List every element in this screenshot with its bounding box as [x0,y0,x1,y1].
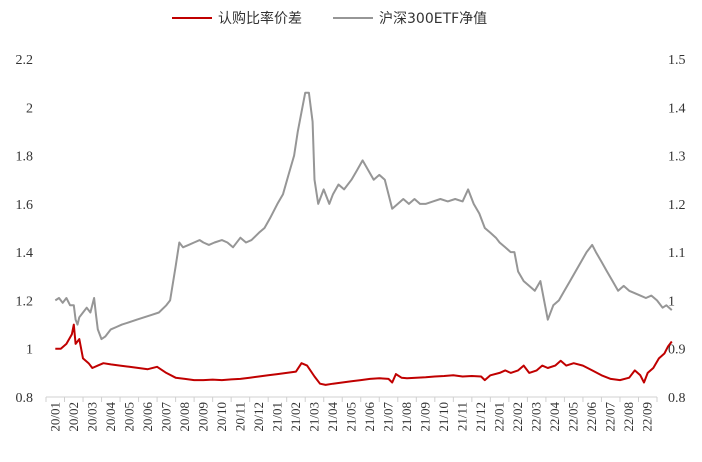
x-tick-label: 20/06 [140,402,155,432]
x-tick-label: 21/09 [418,402,433,432]
y-right-tick-label: 0.9 [668,343,686,358]
right-y-axis: 0.8 0.9 1 1.1 1.2 1.3 1.4 1.5 [668,53,686,406]
x-tick-label: 22/04 [547,402,562,432]
x-tick-label: 20/05 [121,402,136,432]
x-tick-label: 21/05 [344,402,359,432]
x-tick-label: 22/07 [603,402,618,432]
x-tick-label: 21/01 [269,402,284,432]
x-tick-label: 21/07 [381,402,396,432]
x-tick-label: 20/09 [195,402,210,432]
x-tick-label: 22/06 [584,402,599,432]
x-tick-label: 20/07 [158,402,173,432]
y-left-tick-label: 1 [26,343,33,358]
y-right-tick-label: 1.3 [668,150,686,165]
y-right-tick-label: 1.5 [668,53,686,68]
y-right-tick-label: 1 [668,294,675,309]
x-tick-label: 20/11 [232,402,247,431]
y-left-tick-label: 2.2 [16,53,34,68]
legend: 认购比率价差 沪深300ETF净值 [172,10,487,27]
series-line-spread [55,323,673,386]
x-tick-label: 20/04 [103,402,118,432]
x-tick-label: 21/11 [455,402,470,431]
x-tick-label: 20/12 [251,402,266,432]
x-tick-label: 22/05 [566,402,581,432]
x-tick-label: 22/09 [640,402,655,432]
x-tick-label: 22/02 [510,402,525,432]
x-tick-label: 21/08 [399,402,414,432]
y-right-tick-label: 1.4 [668,101,686,116]
x-tick-label: 21/06 [362,402,377,432]
legend-label-etf: 沪深300ETF净值 [379,11,487,27]
y-left-tick-label: 1.6 [16,198,34,213]
x-tick-label: 21/10 [436,402,451,432]
x-tick-label: 21/03 [306,402,321,432]
legend-label-spread: 认购比率价差 [218,10,302,27]
x-tick-label: 22/03 [529,402,544,432]
x-tick-label: 21/04 [325,402,340,432]
y-right-tick-label: 1.2 [668,198,686,213]
series-line-etf [54,91,673,341]
x-tick-label: 21/12 [473,402,488,432]
y-left-tick-label: 2 [26,101,33,116]
x-tick-label: 20/08 [177,402,192,432]
x-tick-label: 20/03 [84,402,99,432]
y-left-tick-label: 1.8 [16,150,34,165]
x-tick-label: 21/02 [288,402,303,432]
x-tick-label: 22/01 [492,402,507,432]
y-right-tick-label: 1.1 [668,246,686,261]
x-tick-label: 20/02 [66,402,81,432]
y-right-tick-label: 0.8 [668,391,686,406]
x-tick-label: 22/08 [621,402,636,432]
y-left-tick-label: 1.4 [16,246,34,261]
x-tick-label: 20/01 [47,402,62,432]
x-axis: 20/01 20/02 20/03 20/04 20/05 20/06 20/07 20/08… [45,397,658,432]
series-layer [54,91,673,386]
left-y-axis: 0.8 1 1.2 1.4 1.6 1.8 2 2.2 [16,53,34,406]
y-left-tick-label: 0.8 [16,391,34,406]
y-left-tick-label: 1.2 [16,294,34,309]
x-tick-label: 20/10 [214,402,229,432]
